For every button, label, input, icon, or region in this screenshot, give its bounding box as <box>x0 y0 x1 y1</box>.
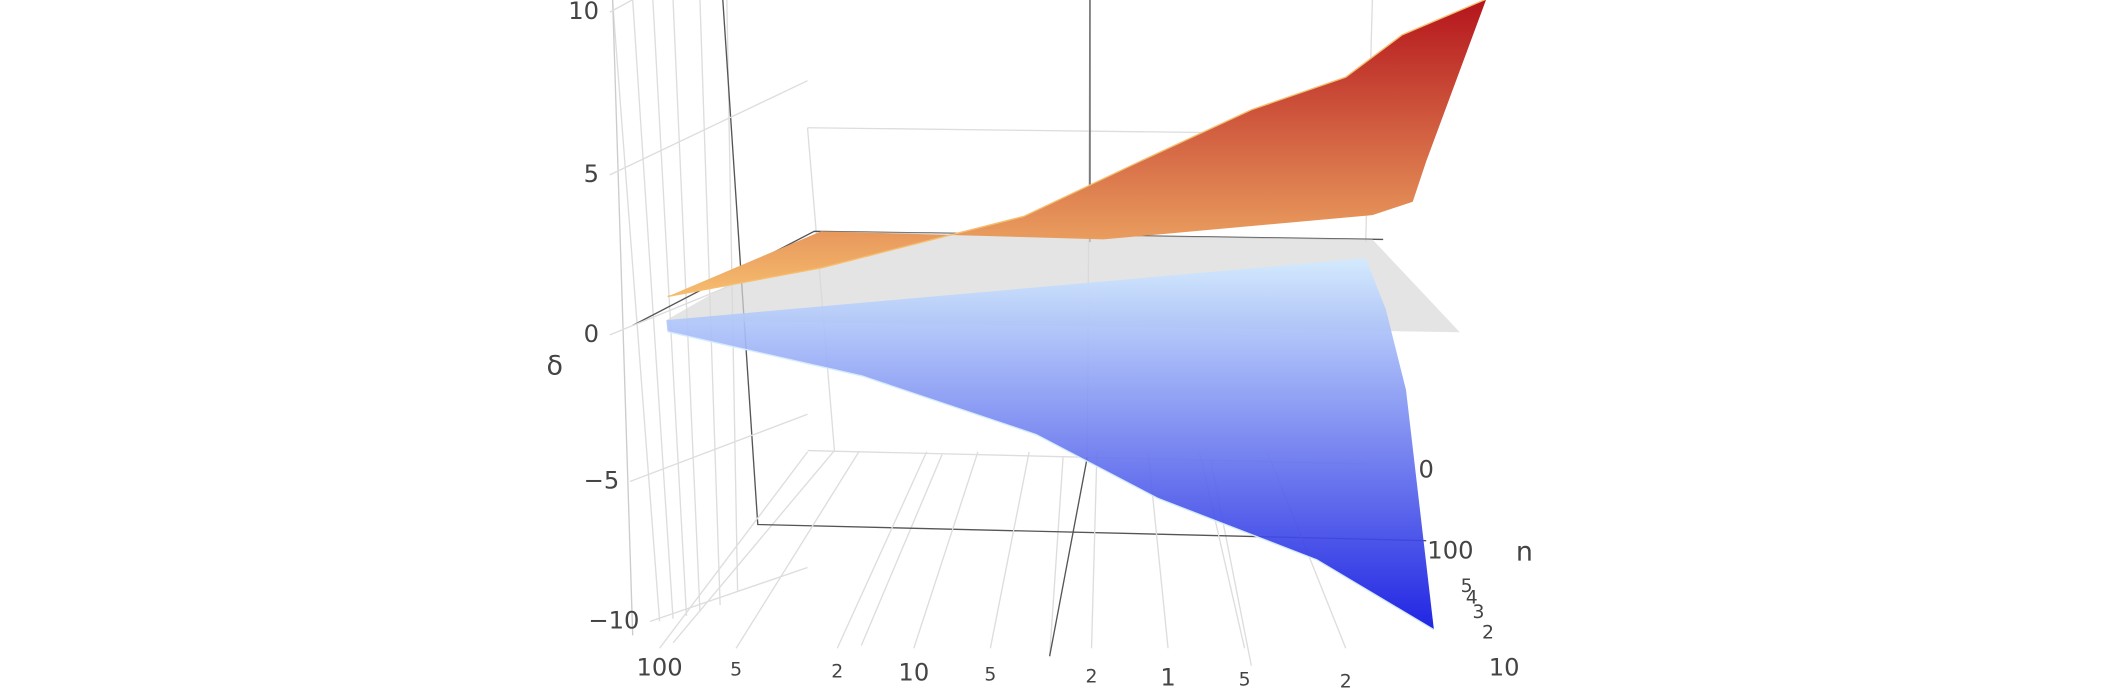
n-tick-label: 100 <box>1427 536 1473 564</box>
grid-line <box>913 451 979 649</box>
grid-line <box>735 451 860 649</box>
n-axis-title: n <box>1516 536 1533 567</box>
grid-line <box>989 451 1030 649</box>
x-tick-label: 10 <box>898 658 929 686</box>
grid-line <box>836 451 928 649</box>
n-tick-label: 0 <box>1418 456 1433 484</box>
n-tick-label: 4 <box>1466 587 1478 608</box>
x-tick-label: 2 <box>831 661 843 682</box>
n-tick-label: 3 <box>1473 602 1485 623</box>
x-tick-label: 5 <box>984 665 996 686</box>
surface-edge <box>667 0 1486 298</box>
x-tick-label: 5 <box>730 659 742 680</box>
z-axis-title: δ <box>546 351 562 382</box>
grid-line <box>609 80 808 176</box>
grid-line <box>609 0 634 13</box>
surface-fill <box>667 0 1486 297</box>
surface-fill <box>666 258 1434 630</box>
x-tick-label: 2 <box>1086 667 1098 688</box>
z-tick-label: −5 <box>584 466 620 494</box>
grid-line <box>629 413 808 483</box>
grid-line <box>1090 451 1098 649</box>
n-tick-label: 2 <box>1482 623 1494 644</box>
axis-lines <box>632 0 1427 657</box>
z-tick-label: −10 <box>588 606 639 634</box>
n-tick-label: 5 <box>1461 576 1473 597</box>
z-tick-label: 0 <box>584 320 599 348</box>
grid-line <box>659 451 809 649</box>
z-tick-label: 10 <box>568 0 599 25</box>
x-tick-label: 100 <box>637 653 683 681</box>
x-tick-label: 1 <box>1160 664 1175 692</box>
x-tick-label: 2 <box>1340 672 1352 693</box>
surface-edge <box>667 331 1435 631</box>
z-axis-line <box>611 0 634 636</box>
x-tick-label: 5 <box>1239 670 1251 691</box>
z-tick-label: 5 <box>584 160 599 188</box>
n-tick-label: 10 <box>1489 653 1520 681</box>
